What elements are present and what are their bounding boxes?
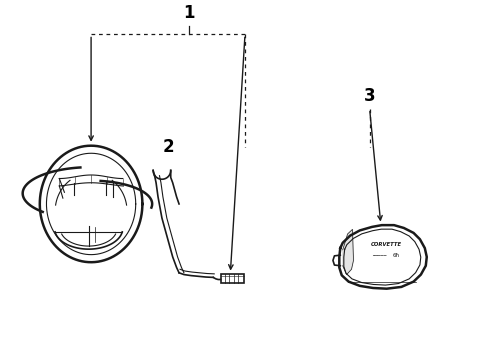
Text: 1: 1 bbox=[183, 4, 195, 22]
Text: 2: 2 bbox=[163, 139, 174, 157]
Bar bbox=[220, 274, 244, 283]
Text: CORVETTE: CORVETTE bbox=[371, 242, 402, 247]
Polygon shape bbox=[343, 229, 353, 275]
Text: 3: 3 bbox=[364, 87, 375, 105]
Text: 6ħ: 6ħ bbox=[393, 253, 400, 258]
Text: ─────: ───── bbox=[372, 253, 387, 258]
